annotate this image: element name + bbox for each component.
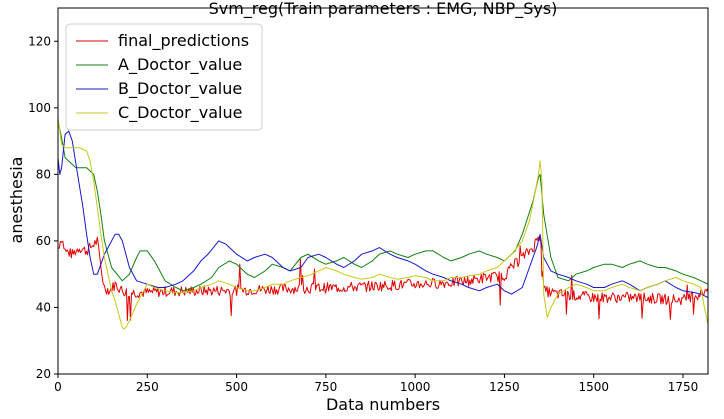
series-layer <box>58 117 708 330</box>
legend-label: final_predictions <box>118 31 249 51</box>
legend-label: C_Doctor_value <box>118 103 242 123</box>
legend: final_predictions A_Doctor_value B_Doctor_… <box>65 23 263 131</box>
x-tick-label: 1750 <box>668 380 699 394</box>
x-tick-label: 1500 <box>578 380 609 394</box>
legend-frame <box>65 23 263 131</box>
y-tick-label: 100 <box>28 101 51 115</box>
chart-title: Svm_reg(Train parameters : EMG, NBP_Sys) <box>209 0 558 19</box>
legend-label: A_Doctor_value <box>118 55 242 75</box>
y-tick-label: 40 <box>36 300 51 314</box>
y-tick-label: 20 <box>36 367 51 381</box>
y-tick-label: 120 <box>28 34 51 48</box>
y-tick-label: 80 <box>36 167 51 181</box>
x-axis-label: Data numbers <box>326 395 440 414</box>
y-axis-label: anesthesia <box>7 157 26 244</box>
y-tick-label: 60 <box>36 234 51 248</box>
x-tick-label: 0 <box>54 380 62 394</box>
x-tick-label: 1000 <box>400 380 431 394</box>
legend-label: B_Doctor_value <box>118 79 242 99</box>
plot-frame <box>57 7 709 375</box>
x-tick-label: 250 <box>136 380 159 394</box>
ticks-layer: 0 250 500 750 1000 1250 1500 1750 20 40 60 80 100 120 <box>28 34 698 394</box>
series-line-4 <box>58 117 708 330</box>
series-line-3 <box>58 130 708 298</box>
x-tick-label: 750 <box>314 380 337 394</box>
series-line-2 <box>58 120 708 292</box>
series-line-1 <box>58 236 708 321</box>
x-tick-label: 500 <box>225 380 248 394</box>
x-tick-label: 1250 <box>489 380 520 394</box>
